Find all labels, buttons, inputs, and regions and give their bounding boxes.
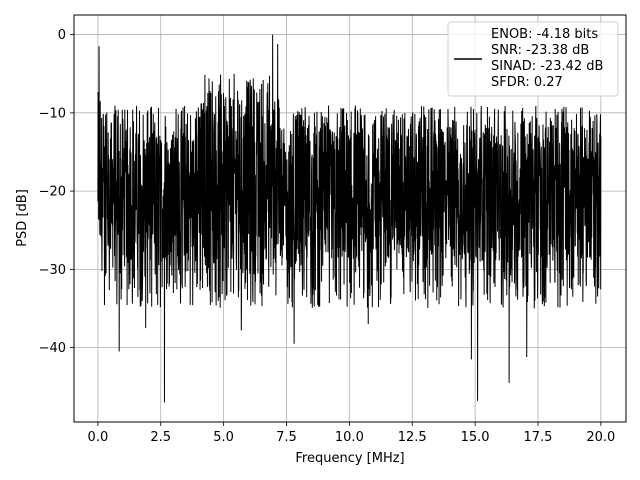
plot-area [97,34,602,403]
legend-box [447,21,619,97]
y-axis-ticks: 0 −10 −20 −30 −40 [39,28,74,356]
x-tick-label: 17.5 [524,430,553,445]
y-tick-label: −10 [39,106,66,121]
x-axis-label: Frequency [MHz] [295,451,404,466]
y-tick-label: −30 [39,263,66,278]
y-tick-label: −20 [39,185,66,200]
x-tick-label: 12.5 [398,430,427,445]
legend: ENOB: -4.18 bits SNR: -23.38 dB SINAD: -… [447,21,619,97]
y-tick-label: 0 [58,28,66,43]
legend-entry-sfdr: SFDR: 0.27 [491,75,563,90]
x-tick-label: 15.0 [461,430,490,445]
x-tick-label: 0.0 [88,430,109,445]
axes-frame [73,14,627,423]
legend-entry-snr: SNR: -23.38 dB [491,43,589,58]
y-tick-label: −40 [39,341,66,356]
x-tick-label: 20.0 [586,430,615,445]
x-axis-ticks: 0.0 2.5 5.0 7.5 10.0 12.5 15.0 17.5 20.0 [88,422,615,445]
psd-series-line [97,34,602,403]
x-tick-label: 2.5 [150,430,171,445]
x-tick-label: 7.5 [276,430,297,445]
legend-entry-enob: ENOB: -4.18 bits [491,27,598,42]
x-tick-label: 5.0 [213,430,234,445]
legend-entry-sinad: SINAD: -23.42 dB [491,59,603,74]
y-axis-label: PSD [dB] [15,189,30,247]
x-tick-label: 10.0 [335,430,364,445]
